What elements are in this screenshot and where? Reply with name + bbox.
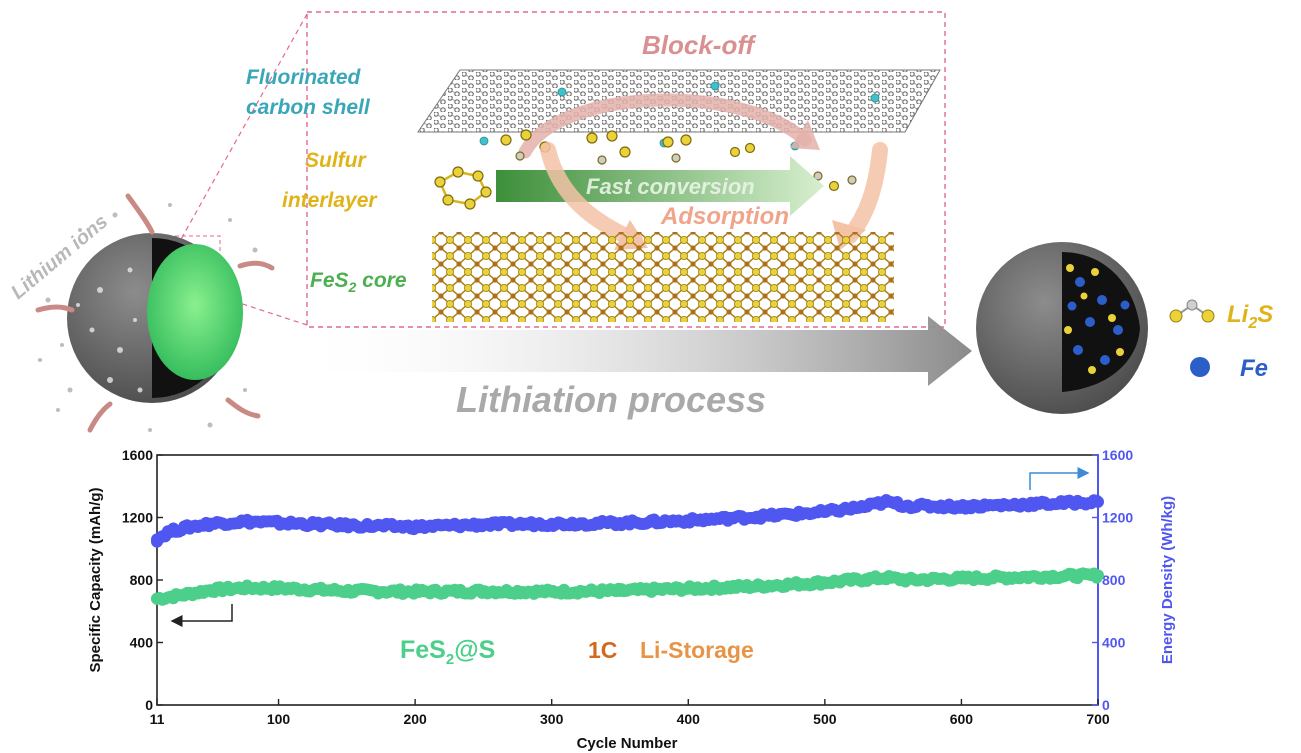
fast-conversion-label: Fast conversion bbox=[586, 174, 755, 199]
sulfur-label-1: Sulfur bbox=[305, 149, 367, 172]
legend-fe-label: Fe bbox=[1240, 355, 1268, 382]
left-axis-title: Specific Capacity (mAh/g) bbox=[87, 487, 104, 672]
schematic: Block-off Fluorinated carbon shell Sulfu… bbox=[7, 11, 1273, 433]
block-off-label: Block-off bbox=[642, 30, 757, 60]
cycle-point bbox=[1090, 494, 1103, 507]
right-tick-label: 400 bbox=[1102, 635, 1126, 651]
x-tick-label: 400 bbox=[677, 711, 701, 727]
adsorption-arrow-right bbox=[842, 142, 888, 244]
li2s-particles bbox=[1064, 264, 1124, 374]
x-axis-ticks: 11 100 200 300 400 500 600 700 bbox=[150, 699, 1110, 727]
left-tick-label: 1200 bbox=[122, 510, 153, 526]
right-axis-indicator-arrow bbox=[1029, 467, 1090, 490]
storage-annotation: Li-Storage bbox=[640, 637, 754, 663]
block-off-arrow bbox=[518, 93, 812, 159]
zoom-line-bottom bbox=[214, 294, 308, 326]
fluorinated-label-1: Fluorinated bbox=[246, 66, 362, 89]
x-tick-label: 100 bbox=[267, 711, 291, 727]
cycle-point bbox=[1090, 571, 1103, 584]
left-tick-label: 800 bbox=[130, 572, 154, 588]
adsorption-label: Adsorption bbox=[660, 203, 789, 230]
left-tick-label: 1600 bbox=[122, 447, 153, 463]
energy-density-series bbox=[151, 494, 1104, 548]
fluorinated-label-2: carbon shell bbox=[246, 96, 371, 119]
right-axis-ticks: 0 400 800 1200 1600 bbox=[1092, 447, 1133, 713]
zoom-frame bbox=[306, 11, 946, 328]
x-tick-label: 500 bbox=[813, 711, 837, 727]
x-tick-label: 200 bbox=[403, 711, 427, 727]
legend-fe-icon bbox=[1190, 357, 1210, 377]
left-tick-label: 400 bbox=[130, 635, 154, 651]
lithiation-arrow bbox=[288, 316, 972, 386]
x-axis-title: Cycle Number bbox=[577, 735, 678, 752]
chart: 11 100 200 300 400 500 600 700 040080012001600 … bbox=[87, 447, 1176, 752]
x-tick-label: 300 bbox=[540, 711, 564, 727]
lithiation-process-label: Lithiation process bbox=[456, 379, 766, 420]
right-tick-label: 0 bbox=[1102, 697, 1110, 713]
sample-annotation: FeS2@S bbox=[400, 636, 495, 668]
zoom-line-top bbox=[174, 13, 308, 251]
fe-atoms bbox=[1067, 277, 1130, 365]
left-axis-ticks: 0 400 800 1200 1600 bbox=[122, 447, 163, 713]
lithiated-particle bbox=[976, 242, 1148, 414]
x-tick-label: 11 bbox=[150, 711, 165, 727]
lithium-ion-arrows bbox=[35, 193, 275, 433]
legend-li2s-label: Li2S bbox=[1227, 301, 1273, 332]
x-tick-label: 600 bbox=[950, 711, 974, 727]
block-off-arrow-head bbox=[790, 120, 820, 150]
pristine-particle bbox=[67, 233, 243, 403]
fes2-lattice bbox=[432, 232, 894, 322]
left-axis-indicator-arrow bbox=[170, 604, 233, 627]
capacity-series bbox=[151, 567, 1104, 606]
x-tick-label: 700 bbox=[1086, 711, 1110, 727]
right-tick-label: 1200 bbox=[1102, 510, 1133, 526]
rate-annotation: 1C bbox=[588, 637, 617, 663]
right-axis-title: Energy Density (Wh/kg) bbox=[1159, 496, 1176, 664]
fes2-core-label: FeS2 core bbox=[310, 269, 407, 295]
legend-li2s-icon bbox=[1169, 299, 1215, 323]
right-tick-label: 1600 bbox=[1102, 447, 1133, 463]
right-tick-label: 800 bbox=[1102, 572, 1126, 588]
sulfur-label-2: interlayer bbox=[282, 189, 378, 212]
left-tick-label: 0 bbox=[145, 697, 153, 713]
